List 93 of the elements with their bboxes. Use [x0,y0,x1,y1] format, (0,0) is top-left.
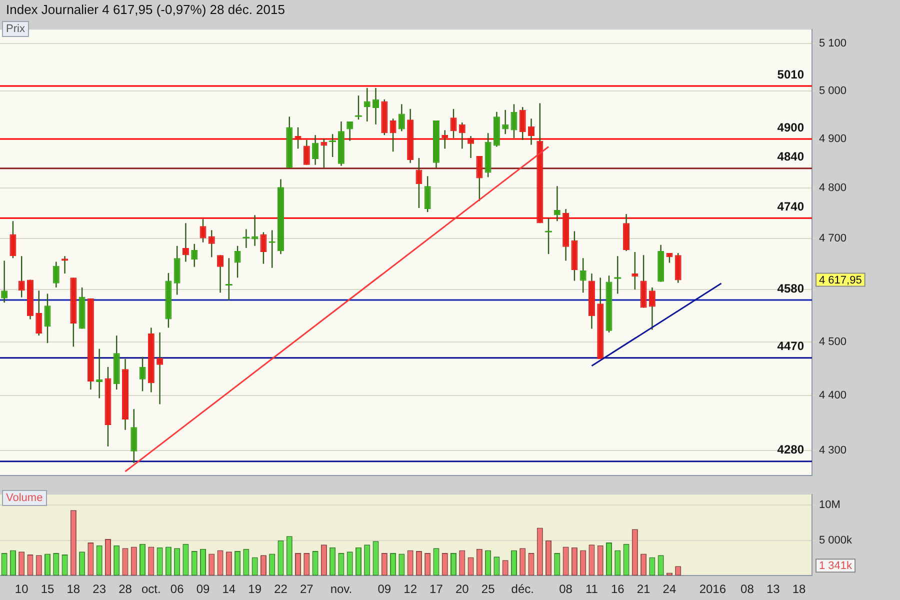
y-tick-label: 4 800 [819,182,847,194]
x-tick-label: 23 [92,582,106,596]
candlestick [320,138,328,168]
x-tick-label: 27 [300,582,314,596]
ref-line-label: 4580 [777,281,804,296]
y-tick-label: 4 900 [819,132,847,145]
candlestick [182,222,189,262]
y-tick-label: 4 700 [819,232,847,244]
ref-line-label: 4840 [777,150,804,164]
candlestick [260,232,267,264]
x-tick-label: 19 [248,582,262,596]
candlestick [674,252,682,284]
x-tick-label: 14 [222,582,236,596]
x-tick-label: déc. [511,582,534,596]
chart-title: Index Journalier 4 617,95 (-0,97%) 28 déc. 2015 [5,1,286,19]
candlestick [510,104,518,139]
x-tick-label: 18 [792,582,806,596]
y-tick-label: 5 100 [819,38,847,50]
candlestick [234,245,241,278]
candlestick [424,176,431,213]
y-tick-label: 10M [819,499,840,512]
candlestick [191,243,198,268]
candlestick [217,254,224,294]
x-tick-label: 08 [559,582,573,596]
candlestick [450,108,457,139]
x-tick-label: 12 [404,582,418,596]
candlestick [200,218,206,243]
x-tick-label: 21 [636,582,651,596]
candlestick [312,134,319,166]
x-tick-label: 09 [196,582,210,596]
y-tick-label: 5 000 [819,84,847,97]
candlestick [580,258,586,294]
ref-line-label: 5010 [777,67,804,82]
candlestick [398,104,405,132]
candlestick [252,214,258,247]
x-tick-label: 22 [274,582,288,596]
candlestick [208,230,215,258]
text: 4 617,95 [819,274,862,286]
candlestick [632,251,638,290]
candlestick [174,245,180,296]
candlestick [666,252,673,264]
ref-line-label: 4740 [777,199,804,214]
ref-line-label: 4280 [777,442,804,457]
candlestick [294,126,302,150]
x-tick-label: 08 [740,582,754,596]
candlestick [156,332,164,405]
candlestick [10,220,16,259]
chart-title: Volume [2,490,47,506]
y-tick-label: 4 500 [819,336,847,348]
x-tick-label: 24 [662,582,676,596]
x-tick-label: 10 [14,582,29,596]
candlestick [476,155,483,202]
x-tick-label: 25 [481,582,496,596]
candlestick [52,261,60,288]
x-tick-label: 28 [118,582,132,596]
chart-subtitle: Prix [2,21,29,37]
ref-line-label: 4900 [777,120,804,134]
x-tick-label: 20 [455,582,470,596]
x-tick-label: 15 [40,582,55,596]
candlestick [458,122,466,150]
x-tick-label: 17 [430,582,444,596]
x-tick-label: 18 [66,582,80,596]
candlestick [648,286,656,330]
x-tick-label: 09 [378,582,392,596]
y-tick-label: 4 300 [819,444,847,456]
candlestick [416,157,422,209]
candlestick [519,106,526,141]
candlestick [372,87,380,125]
candlestick [44,293,51,344]
candlestick [1,260,8,304]
candlestick [139,356,146,392]
y-tick-label: 4 400 [819,390,847,402]
x-tick-label: 11 [585,582,598,596]
candlestick [528,118,534,146]
candlestick [390,118,396,152]
ref-line-label: 4470 [777,339,804,354]
text: 1 341k [819,560,853,572]
y-tick-label: 5 000k [819,534,853,546]
candlestick [130,408,138,464]
candlestick [364,87,370,122]
x-tick-label: 2016 [699,582,726,596]
candlestick [303,139,310,166]
x-tick-label: nov. [330,582,352,596]
candlestick [554,186,560,222]
x-tick-label: 16 [610,582,625,596]
candlestick [468,135,474,159]
x-tick-label: 13 [766,582,780,596]
candlestick [36,290,42,336]
x-tick-label: 06 [170,582,184,596]
candlestick [18,256,25,298]
candlestick [346,120,354,142]
x-tick-label: oct. [142,582,161,596]
candlestick [442,130,448,150]
